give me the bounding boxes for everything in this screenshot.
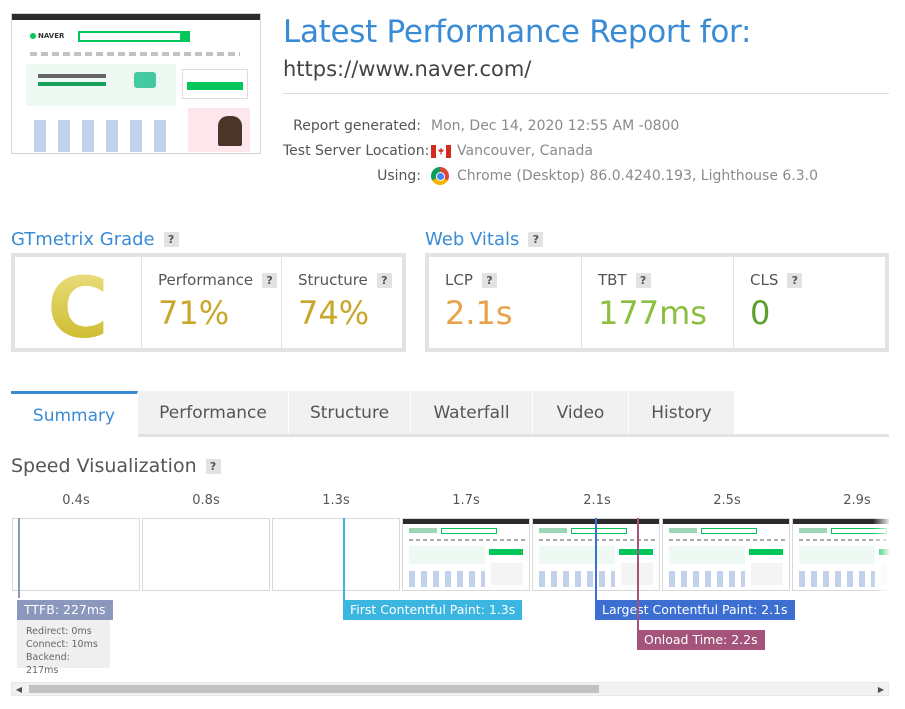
help-icon[interactable]: ? <box>528 232 544 247</box>
web-vitals-panel: LCP? 2.1s TBT? 177ms CLS? 0 <box>425 253 889 352</box>
metric-label: TBT <box>598 271 627 289</box>
tab-structure[interactable]: Structure <box>289 391 411 434</box>
backend-time: Backend: 217ms <box>26 652 70 676</box>
metric-label: Performance <box>158 271 254 289</box>
filmstrip-frame[interactable] <box>402 518 530 591</box>
grade-letter: C <box>15 259 141 357</box>
metric-value: 177ms <box>598 294 707 332</box>
lcp-metric: LCP? 2.1s <box>429 257 581 348</box>
scroll-left-icon[interactable]: ◀ <box>15 684 23 694</box>
chrome-icon <box>431 167 449 185</box>
meta-report-generated: Report generated: Mon, Dec 14, 2020 12:5… <box>283 116 679 136</box>
help-icon[interactable]: ? <box>635 272 651 288</box>
grade-letter-cell: C <box>15 257 141 357</box>
onload-marker-line <box>637 518 639 632</box>
section-title: Web Vitals <box>425 229 520 250</box>
metric-value: 74% <box>298 294 370 332</box>
meta-label: Using: <box>377 168 421 184</box>
speed-visualization-timeline[interactable]: 0.4s 0.8s 1.3s 1.7s 2.1s 2.5s 2.9s TTFB:… <box>11 493 889 681</box>
ttfb-label: TTFB: 227ms <box>17 600 113 620</box>
help-icon[interactable]: ? <box>376 272 392 288</box>
ttfb-breakdown: Redirect: 0ms Connect: 10ms Backend: 217… <box>17 620 110 676</box>
meta-value: Mon, Dec 14, 2020 12:55 AM -0800 <box>431 118 680 134</box>
timeline-scrollbar[interactable]: ◀ ▶ <box>11 682 889 696</box>
meta-value: Vancouver, Canada <box>457 143 593 159</box>
meta-value: Chrome (Desktop) 86.0.4240.193, Lighthou… <box>457 168 819 184</box>
onload-label: Onload Time: 2.2s <box>637 630 765 650</box>
report-url: https://www.naver.com/ <box>283 57 532 81</box>
metric-value: 71% <box>158 294 230 332</box>
timeline-fade <box>873 493 889 681</box>
tab-performance[interactable]: Performance <box>138 391 289 434</box>
gtmetrix-grade-heading: GTmetrix Grade ? <box>11 229 179 250</box>
web-vitals-heading: Web Vitals ? <box>425 229 544 250</box>
redirect-time: Redirect: 0ms <box>26 626 92 637</box>
meta-server-location: Test Server Location: Vancouver, Canada <box>283 141 593 161</box>
fcp-label: First Contentful Paint: 1.3s <box>343 600 523 620</box>
speed-visualization-heading: Speed Visualization ? <box>11 455 221 477</box>
metric-label: LCP <box>445 271 473 289</box>
meta-label: Test Server Location: <box>283 143 430 159</box>
report-tabs: Summary Performance Structure Waterfall … <box>11 391 889 437</box>
scroll-thumb[interactable] <box>29 685 599 693</box>
frame-time-label: 1.7s <box>452 493 480 508</box>
metric-value: 0 <box>750 294 771 332</box>
structure-score: Structure? 74% <box>281 257 402 348</box>
filmstrip-frame[interactable] <box>662 518 790 591</box>
filmstrip-frame-blank[interactable] <box>12 518 140 591</box>
cls-metric: CLS? 0 <box>733 257 885 348</box>
meta-label: Report generated: <box>293 118 421 134</box>
section-title: Speed Visualization <box>11 455 197 477</box>
help-icon[interactable]: ? <box>262 272 278 288</box>
help-icon[interactable]: ? <box>205 458 221 474</box>
fcp-marker-line <box>343 518 345 600</box>
metric-label: CLS <box>750 271 779 289</box>
frame-time-label: 0.4s <box>62 493 90 508</box>
performance-score: Performance? 71% <box>141 257 281 348</box>
lcp-marker-line <box>595 518 597 600</box>
header-divider <box>283 93 889 94</box>
connect-time: Connect: 10ms <box>26 639 98 650</box>
tbt-metric: TBT? 177ms <box>581 257 733 348</box>
frame-time-label: 2.9s <box>843 493 871 508</box>
frame-time-label: 1.3s <box>322 493 350 508</box>
metric-label: Structure <box>298 271 368 289</box>
help-icon[interactable]: ? <box>787 272 803 288</box>
filmstrip-frame-blank[interactable] <box>142 518 270 591</box>
grade-panel: C Performance? 71% Structure? 74% <box>11 253 406 357</box>
page-title: Latest Performance Report for: <box>283 14 752 50</box>
ttfb-marker-line <box>18 518 20 598</box>
tab-summary[interactable]: Summary <box>11 391 138 437</box>
frame-time-label: 2.5s <box>713 493 741 508</box>
tab-history[interactable]: History <box>629 391 735 434</box>
canada-flag-icon <box>431 144 451 158</box>
tab-waterfall[interactable]: Waterfall <box>411 391 533 434</box>
help-icon[interactable]: ? <box>481 272 497 288</box>
thumbnail-logo: NAVER <box>30 32 64 40</box>
filmstrip-frame[interactable] <box>792 518 889 591</box>
filmstrip-frame-blank[interactable] <box>272 518 400 591</box>
site-thumbnail: NAVER <box>11 13 261 154</box>
metric-value: 2.1s <box>445 294 513 332</box>
section-title: GTmetrix Grade <box>11 229 155 250</box>
lcp-label: Largest Contentful Paint: 2.1s <box>595 600 795 620</box>
frame-time-label: 0.8s <box>192 493 220 508</box>
meta-using: Using: Chrome (Desktop) 86.0.4240.193, L… <box>283 166 818 186</box>
help-icon[interactable]: ? <box>163 232 179 247</box>
scroll-right-icon[interactable]: ▶ <box>877 684 885 694</box>
tab-video[interactable]: Video <box>533 391 629 434</box>
frame-time-label: 2.1s <box>583 493 611 508</box>
